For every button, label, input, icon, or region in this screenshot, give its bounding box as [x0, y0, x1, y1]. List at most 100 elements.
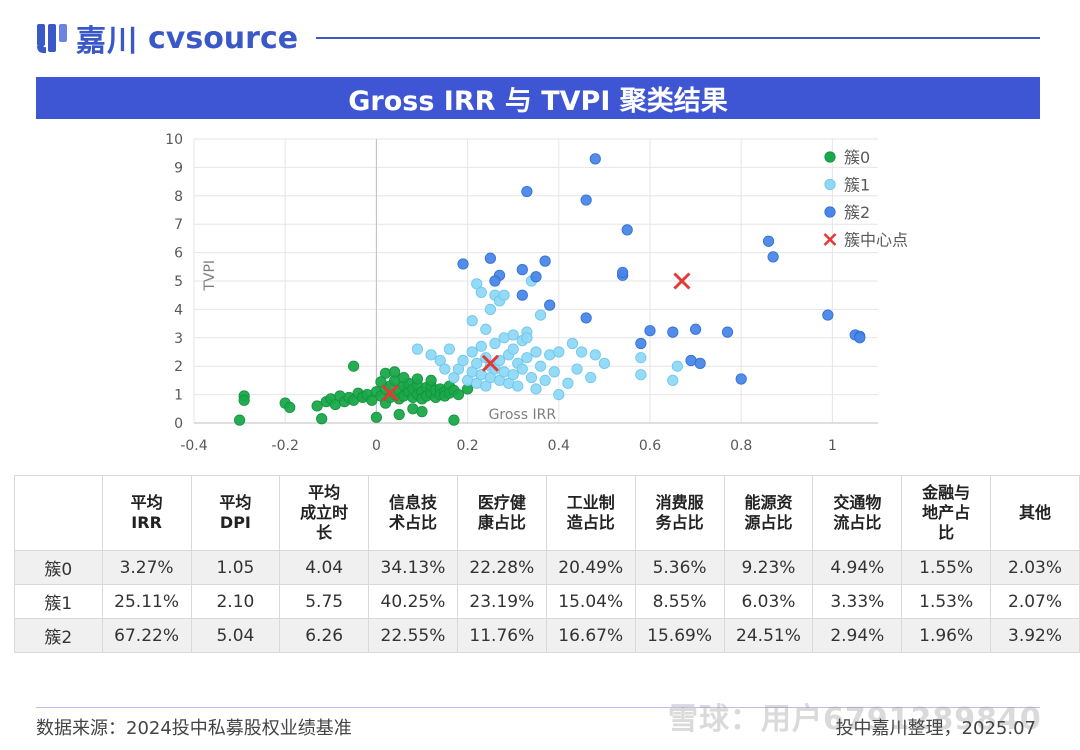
- table-cell: 22.55%: [368, 618, 458, 653]
- data-point: [562, 377, 574, 389]
- series-3: [381, 272, 691, 402]
- data-point: [635, 352, 647, 364]
- brand-name-en: cvsource: [148, 20, 299, 56]
- table-cell: 1.96%: [901, 618, 992, 653]
- table-cell: 8.55%: [634, 584, 725, 619]
- x-tick-label: 0.8: [730, 438, 752, 454]
- table-cell: 簇0: [14, 550, 103, 585]
- data-point: [566, 337, 579, 350]
- data-point: [448, 414, 460, 426]
- page-title: Gross IRR 与 TVPI 聚类结果: [36, 77, 1040, 119]
- table-cell: 25.11%: [101, 584, 192, 619]
- data-point: [512, 380, 524, 392]
- data-point: [589, 153, 601, 165]
- y-tick-label: 0: [174, 416, 183, 432]
- table-row: 簇2 67.22% 5.04 6.26 22.55% 11.76% 16.67% 15.69%…: [14, 618, 1080, 653]
- table-cell: 11.76%: [456, 618, 547, 653]
- data-point: [521, 352, 533, 364]
- data-point: [443, 343, 455, 355]
- data-point: [507, 329, 519, 341]
- data-point: [348, 360, 360, 372]
- data-point: [689, 323, 702, 335]
- data-point: [525, 371, 538, 384]
- data-point: [416, 406, 428, 418]
- table-header-cell: 平均 IRR: [101, 475, 192, 551]
- data-point: [366, 394, 378, 406]
- x-tick-label: 0.6: [639, 438, 661, 454]
- data-point: [471, 278, 483, 290]
- data-point: [553, 388, 565, 401]
- data-point: [644, 325, 656, 337]
- legend-label: 簇0: [844, 148, 870, 167]
- table-cell: 23.19%: [456, 584, 547, 619]
- data-point: [498, 289, 510, 301]
- data-point: [548, 366, 560, 378]
- y-tick-label: 3: [174, 331, 183, 347]
- table-cell: 2.07%: [990, 584, 1080, 619]
- data-point: [735, 373, 747, 385]
- table-cell: 4.94%: [812, 550, 903, 585]
- footer-divider: [36, 707, 1040, 708]
- data-point: [530, 271, 542, 283]
- table-cell: 2.03%: [990, 550, 1080, 585]
- table-row: 簇0 3.27% 1.05 4.04 34.13% 22.28% 20.49% 5.36% 9.…: [14, 550, 1080, 585]
- y-tick-label: 7: [174, 217, 183, 233]
- legend-label: 簇1: [844, 176, 870, 195]
- data-point: [311, 400, 323, 412]
- table-cell: 6.03%: [723, 584, 814, 619]
- y-tick-label: 4: [174, 302, 183, 318]
- legend-marker: [824, 151, 836, 163]
- series-1: [411, 275, 683, 401]
- table-header-cell: 工业制 造占比: [545, 475, 636, 551]
- data-point: [448, 371, 460, 384]
- data-point: [484, 303, 496, 315]
- legend-marker: [824, 206, 836, 218]
- data-point: [635, 369, 647, 381]
- table-cell: 22.28%: [456, 550, 547, 585]
- data-point: [457, 258, 469, 270]
- y-tick-label: 6: [174, 246, 183, 262]
- data-point: [621, 224, 633, 236]
- data-point: [475, 340, 487, 352]
- data-point: [234, 414, 246, 426]
- table-cell: 9.23%: [723, 550, 814, 585]
- data-point: [507, 343, 519, 355]
- table-header-cell: [14, 475, 103, 551]
- table-cell: 2.10: [190, 584, 281, 619]
- data-point: [667, 326, 679, 338]
- data-point: [521, 185, 533, 198]
- data-point: [667, 374, 679, 386]
- data-point: [316, 413, 328, 425]
- y-tick-label: 9: [174, 160, 183, 176]
- table-cell: 20.49%: [545, 550, 636, 585]
- data-point: [398, 371, 410, 384]
- legend-label: 簇中心点: [844, 231, 908, 250]
- scatter-chart: -0.4 -0.2 0 0.2 0.4 0.6 0.8 1012345678910Gross …: [165, 132, 908, 454]
- data-point: [575, 346, 588, 358]
- data-point: [471, 357, 483, 369]
- data-point: [580, 312, 592, 324]
- table-header-cell: 信息技 术占比: [368, 475, 458, 551]
- data-point: [530, 383, 542, 395]
- data-point: [553, 346, 565, 358]
- table-cell: 3.92%: [990, 618, 1080, 653]
- table-cell: 4.04: [279, 550, 370, 585]
- table-header-cell: 消费服 务占比: [634, 475, 725, 551]
- data-point: [516, 264, 528, 276]
- series-2: [457, 153, 866, 385]
- x-tick-label: 1: [828, 438, 837, 454]
- data-point: [516, 363, 528, 375]
- x-tick-label: 0: [372, 438, 381, 454]
- table-header-cell: 其他: [990, 475, 1080, 551]
- center-point: [381, 384, 399, 402]
- y-tick-label: 10: [165, 132, 183, 148]
- table-cell: 簇2: [14, 618, 103, 653]
- table-cell: 3.33%: [812, 584, 903, 619]
- watermark: 雪球：用户6791289840: [668, 702, 1042, 737]
- x-tick-label: -0.2: [272, 438, 299, 454]
- table-cell: 16.67%: [545, 618, 636, 653]
- data-point: [439, 363, 451, 375]
- data-point: [671, 360, 683, 372]
- legend-label: 簇2: [844, 203, 870, 222]
- data-point: [534, 360, 547, 372]
